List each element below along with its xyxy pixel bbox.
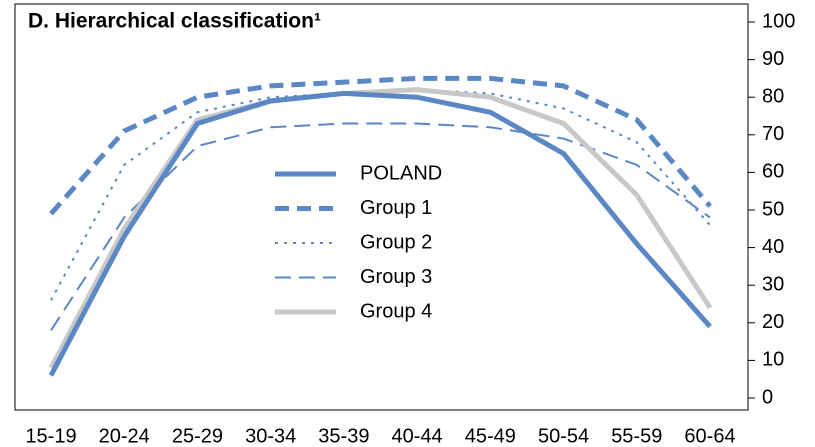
- series-line: [50, 88, 711, 301]
- x-tick-label: 55-59: [611, 425, 662, 447]
- x-tick-label: 15-19: [25, 425, 76, 447]
- y-tick-label: 70: [762, 123, 784, 145]
- x-tick-label: 40-44: [392, 425, 443, 447]
- legend-label: Group 2: [360, 231, 432, 253]
- y-tick-label: 20: [762, 311, 784, 333]
- y-tick-label: 40: [762, 236, 784, 258]
- series-line: [49, 75, 712, 216]
- y-tick-label: 100: [762, 10, 795, 32]
- y-tick-label: 50: [762, 198, 784, 220]
- x-tick-label: 45-49: [465, 425, 516, 447]
- x-tick-label: 50-54: [538, 425, 589, 447]
- x-tick-label: 35-39: [318, 425, 369, 447]
- y-tick-label: 30: [762, 273, 784, 295]
- chart-title: D. Hierarchical classification¹: [28, 10, 321, 33]
- x-tick-label: 20-24: [99, 425, 150, 447]
- x-tick-label: 30-34: [245, 425, 296, 447]
- legend-label: Group 1: [360, 197, 432, 219]
- legend-label: Group 4: [360, 300, 432, 322]
- y-tick-label: 0: [762, 386, 773, 408]
- series-line: [48, 87, 713, 370]
- y-tick-label: 10: [762, 349, 784, 371]
- y-tick-label: 80: [762, 85, 784, 107]
- y-tick-label: 60: [762, 161, 784, 183]
- x-tick-label: 25-29: [172, 425, 223, 447]
- legend-label: POLAND: [360, 162, 442, 184]
- y-tick-label: 90: [762, 48, 784, 70]
- series-line: [48, 90, 712, 377]
- plot-frame: [14, 3, 749, 411]
- legend-label: Group 3: [360, 266, 432, 288]
- series-line: [50, 122, 711, 331]
- x-tick-label: 60-64: [684, 425, 735, 447]
